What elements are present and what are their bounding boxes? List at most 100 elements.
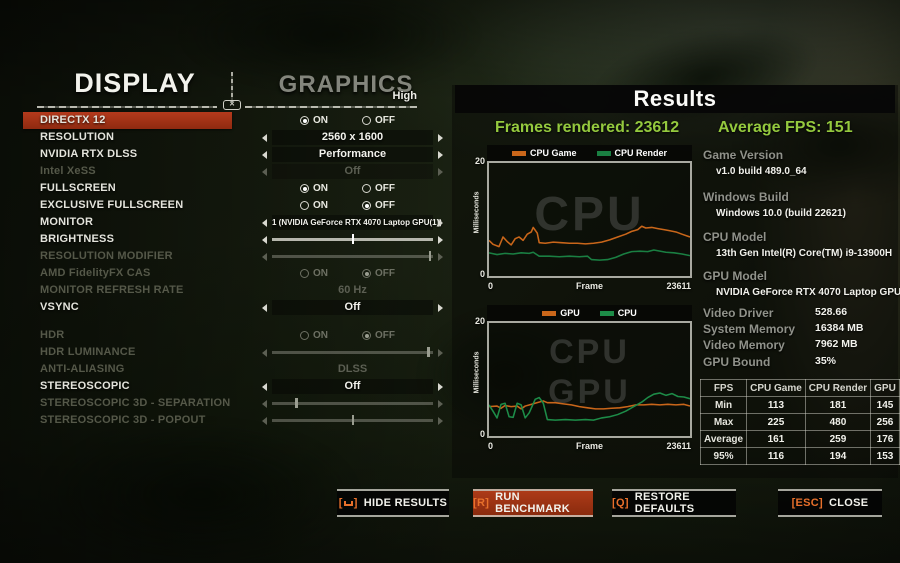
radio-dot — [302, 118, 307, 123]
tab-display[interactable]: DISPLAY — [74, 68, 196, 98]
menu-item-exclusive-fullscreen[interactable]: EXCLUSIVE FULLSCREEN — [40, 199, 184, 211]
row-label: Min — [699, 396, 748, 414]
legend-item: GPU — [542, 308, 580, 318]
button-label: CLOSE — [829, 497, 869, 509]
menu-row-stereoscopic: STEREOSCOPIC Off — [23, 378, 445, 395]
menu-item-brightness[interactable]: BRIGHTNESS — [40, 233, 115, 245]
stereoscopic-3d-separation-slider[interactable] — [272, 398, 433, 408]
prev-option-arrow[interactable] — [262, 133, 267, 142]
slider-decrease-arrow[interactable] — [262, 235, 267, 244]
radio-label: ON — [313, 330, 328, 341]
menu-item-monitor[interactable]: MONITOR — [40, 216, 94, 228]
menu-item-resolution-modifier[interactable]: RESOLUTION MODIFIER — [40, 250, 173, 262]
next-option-arrow[interactable] — [438, 303, 443, 312]
menu-item-hdr[interactable]: HDR — [40, 329, 65, 341]
radio-label: OFF — [375, 200, 395, 211]
menu-item-stereoscopic-3d-popout[interactable]: STEREOSCOPIC 3D - POPOUT — [40, 414, 206, 426]
hdr-on-radio[interactable]: ON — [300, 327, 328, 344]
menu-item-stereoscopic-3d-separation[interactable]: STEREOSCOPIC 3D - SEPARATION — [40, 397, 231, 409]
menu-row-vsync: VSYNC Off — [23, 299, 445, 316]
table-cell: 176 — [870, 430, 900, 448]
menu-item-fullscreen[interactable]: FULLSCREEN — [40, 182, 116, 194]
slider-decrease-arrow[interactable] — [262, 399, 267, 408]
fullscreen-off-radio[interactable]: OFF — [362, 180, 395, 197]
slider-handle[interactable] — [351, 415, 354, 425]
prev-option-arrow[interactable] — [262, 167, 267, 176]
exclusive-fullscreen-on-radio[interactable]: ON — [300, 197, 328, 214]
slider-handle[interactable] — [351, 234, 354, 244]
amd-fidelityfx-cas-off-radio[interactable]: OFF — [362, 265, 395, 282]
row-label: Max — [699, 413, 748, 431]
tab-divider — [231, 72, 233, 102]
stereoscopic-3d-popout-slider[interactable] — [272, 415, 433, 425]
slider-handle[interactable] — [295, 398, 298, 408]
menu-item-monitor-refresh-rate[interactable]: MONITOR REFRESH RATE — [40, 284, 184, 296]
prev-option-arrow[interactable] — [262, 303, 267, 312]
amd-fidelityfx-cas-on-radio[interactable]: ON — [300, 265, 328, 282]
menu-item-resolution[interactable]: RESOLUTION — [40, 131, 115, 143]
hdr-luminance-slider[interactable] — [272, 347, 433, 357]
slider-increase-arrow[interactable] — [438, 235, 443, 244]
menu-row-anti-aliasing: ANTI-ALIASING DLSS — [23, 361, 445, 378]
stat-value: 16384 MB — [815, 322, 864, 334]
menu-item-vsync[interactable]: VSYNC — [40, 301, 79, 313]
table-cell: 259 — [804, 430, 872, 448]
tab-graphics[interactable]: GRAPHICS — [278, 71, 414, 98]
amd-fidelityfx-cas-control: ON OFF — [262, 265, 443, 282]
slider-decrease-arrow[interactable] — [262, 252, 267, 261]
slider-decrease-arrow[interactable] — [262, 416, 267, 425]
info-value: Windows 10.0 (build 22621) — [716, 208, 846, 219]
directx-12-on-radio[interactable]: ON — [300, 112, 328, 129]
slider-increase-arrow[interactable] — [438, 416, 443, 425]
menu-item-directx-12[interactable]: DIRECTX 12 — [40, 114, 106, 126]
restore-defaults-button[interactable]: [Q] RESTORE DEFAULTS — [612, 489, 736, 517]
resolution-modifier-slider[interactable] — [272, 251, 433, 261]
menu-item-stereoscopic[interactable]: STEREOSCOPIC — [40, 380, 130, 392]
x-axis-tick: 0 — [488, 281, 494, 291]
hdr-luminance-control — [262, 344, 443, 361]
menu-item-intel-xess[interactable]: Intel XeSS — [40, 165, 96, 177]
slider-increase-arrow[interactable] — [438, 399, 443, 408]
radio-icon — [362, 201, 371, 210]
next-option-arrow[interactable] — [438, 167, 443, 176]
table-cell: 181 — [804, 396, 872, 414]
legend-label: GPU — [560, 308, 580, 318]
next-option-arrow[interactable] — [438, 218, 443, 227]
fullscreen-on-radio[interactable]: ON — [300, 180, 328, 197]
slider-increase-arrow[interactable] — [438, 348, 443, 357]
menu-item-nvidia-rtx-dlss[interactable]: NVIDIA RTX DLSS — [40, 148, 138, 160]
exclusive-fullscreen-off-radio[interactable]: OFF — [362, 197, 395, 214]
radio-label: ON — [313, 268, 328, 279]
next-option-arrow[interactable] — [438, 133, 443, 142]
next-option-arrow[interactable] — [438, 382, 443, 391]
menu-row-exclusive-fullscreen: EXCLUSIVE FULLSCREEN ON OFF — [23, 197, 445, 214]
close-button[interactable]: [ESC] CLOSE — [778, 489, 882, 517]
slider-increase-arrow[interactable] — [438, 252, 443, 261]
next-option-arrow[interactable] — [438, 150, 443, 159]
results-title: Results — [633, 86, 717, 111]
hdr-off-radio[interactable]: OFF — [362, 327, 395, 344]
monitor-value: 1 (NVIDIA GeForce RTX 4070 Laptop GPU(1)… — [272, 215, 442, 230]
directx-12-off-radio[interactable]: OFF — [362, 112, 395, 129]
menu-item-hdr-luminance[interactable]: HDR LUMINANCE — [40, 346, 136, 358]
menu-item-amd-fidelityfx-cas[interactable]: AMD FidelityFX CAS — [40, 267, 151, 279]
slider-handle[interactable] — [427, 347, 430, 357]
run-benchmark-button[interactable]: [R] RUN BENCHMARK — [473, 489, 593, 517]
prev-option-arrow[interactable] — [262, 218, 267, 227]
slider-decrease-arrow[interactable] — [262, 348, 267, 357]
radio-label: ON — [313, 183, 328, 194]
brightness-slider[interactable] — [272, 234, 433, 244]
stereoscopic-value: Off — [272, 379, 433, 394]
hide-results-button[interactable]: [] HIDE RESULTS — [337, 489, 449, 517]
slider-handle[interactable] — [428, 251, 432, 261]
prev-option-arrow[interactable] — [262, 150, 267, 159]
gamepad-icon: ✕ — [223, 100, 241, 110]
prev-option-arrow[interactable] — [262, 382, 267, 391]
radio-icon — [300, 331, 309, 340]
menu-item-anti-aliasing[interactable]: ANTI-ALIASING — [40, 363, 125, 375]
intel-xess-value: Off — [272, 164, 433, 179]
nvidia-rtx-dlss-value: Performance — [272, 147, 433, 162]
table-header: GPU — [870, 379, 900, 397]
x-axis-tick: 0 — [488, 441, 494, 451]
